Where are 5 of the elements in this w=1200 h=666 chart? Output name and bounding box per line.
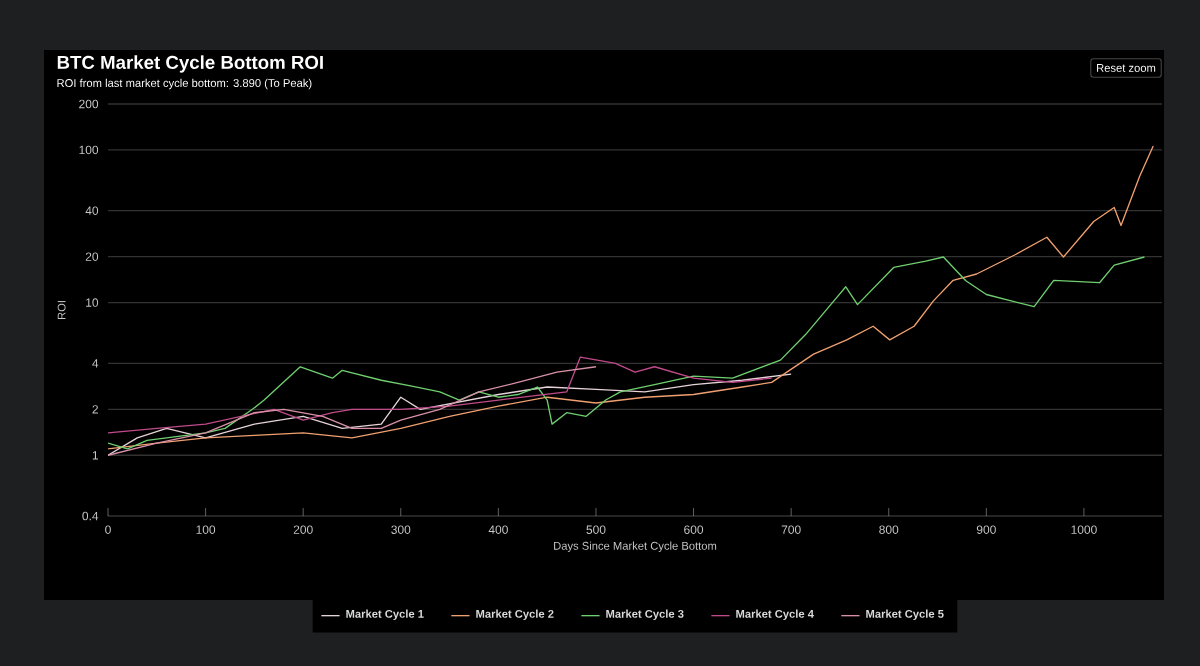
line-series <box>108 256 1146 450</box>
chart-title: BTC Market Cycle Bottom ROI <box>57 55 323 73</box>
line-series <box>108 366 597 456</box>
line-series <box>108 145 1154 450</box>
line-series <box>108 373 792 456</box>
